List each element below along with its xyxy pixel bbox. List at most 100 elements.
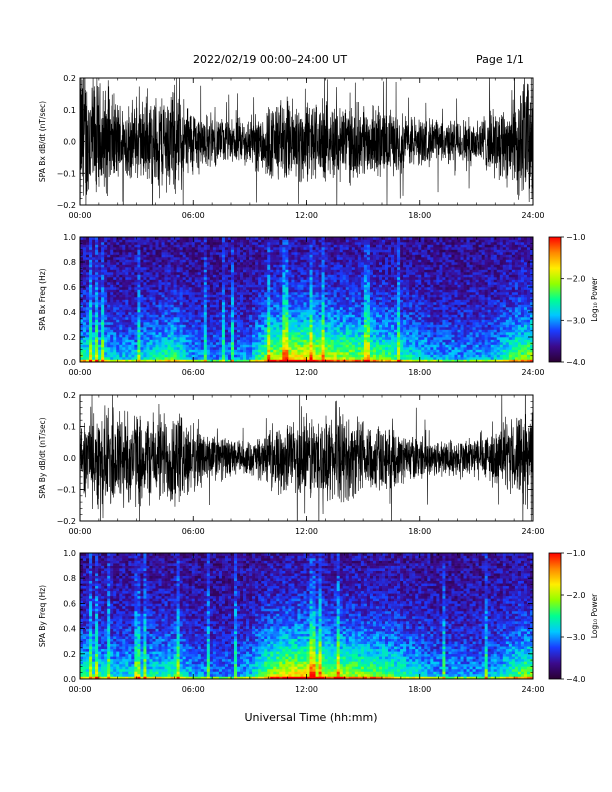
- spectrogram-cell: [369, 299, 374, 303]
- spectrogram-cell: [185, 284, 190, 288]
- spectrogram-cell: [194, 319, 199, 323]
- spectrogram-cell: [197, 257, 202, 260]
- spectrogram-cell: [306, 274, 310, 278]
- spectrogram-cell: [113, 302, 117, 305]
- spectrogram-cell: [297, 357, 301, 360]
- spectrogram-cell: [261, 304, 265, 308]
- spectrogram-cell: [116, 289, 120, 293]
- spectrogram-cell: [128, 327, 132, 330]
- spectrogram-cell: [261, 344, 265, 348]
- spectrogram-cell: [264, 239, 268, 243]
- spectrogram-cell: [369, 337, 374, 340]
- spectrogram-cell: [98, 247, 102, 250]
- spectrogram-cell: [309, 267, 313, 270]
- spectrogram-cell: [351, 334, 356, 338]
- spectrogram-cell: [110, 269, 114, 273]
- spectrogram-cell: [221, 317, 226, 320]
- spectrogram-cell: [131, 344, 135, 348]
- spectrogram-cell: [306, 272, 310, 275]
- spectrogram-cell: [324, 309, 328, 313]
- spectrogram-cell: [312, 267, 316, 270]
- spectrogram-cell: [297, 257, 301, 260]
- spectrogram-cell: [294, 317, 298, 320]
- spectrogram-cell: [237, 324, 241, 328]
- spectrogram-cell: [194, 329, 199, 333]
- spectrogram-cell: [128, 359, 132, 363]
- spectrogram-cell: [164, 287, 168, 290]
- spectrogram-cell: [137, 292, 141, 295]
- spectrogram-cell: [273, 302, 277, 305]
- spectrogram-cell: [95, 332, 99, 335]
- spectrogram-cell: [131, 319, 135, 323]
- spectrogram-cell: [360, 239, 365, 243]
- spectrogram-cell: [215, 322, 220, 325]
- spectrogram-cell: [273, 299, 277, 303]
- spectrogram-cell: [140, 294, 144, 298]
- spectrogram-cell: [164, 322, 168, 325]
- spectrogram-cell: [243, 289, 247, 293]
- spectrogram-cell: [261, 309, 265, 313]
- spectrogram-cell: [339, 294, 344, 298]
- spectrogram-cell: [342, 354, 347, 358]
- spectrogram-cell: [330, 359, 334, 363]
- spectrogram-cell: [366, 239, 371, 243]
- spectrogram-cell: [315, 319, 319, 323]
- spectrogram-cell: [134, 282, 138, 285]
- spectrogram-cell: [194, 242, 199, 245]
- spectrogram-cell: [240, 247, 244, 250]
- spectrogram-cell: [191, 327, 196, 330]
- spectrogram-cell: [336, 247, 341, 250]
- spectrogram-cell: [197, 282, 202, 285]
- spectrogram-cell: [309, 312, 313, 315]
- spectrogram-cell: [300, 277, 304, 280]
- spectrogram-cell: [309, 357, 313, 360]
- spectrogram-cell: [366, 259, 371, 263]
- spectrogram-cell: [366, 339, 371, 343]
- spectrogram-cell: [143, 324, 147, 328]
- spectrogram-cell: [351, 282, 356, 285]
- spectrogram-cell: [252, 277, 256, 280]
- spectrogram-cell: [345, 327, 350, 330]
- spectrogram-cell: [104, 294, 108, 298]
- spectrogram-cell: [158, 339, 162, 343]
- spectrogram-cell: [366, 322, 371, 325]
- spectrogram-cell: [282, 334, 286, 338]
- spectrogram-cell: [273, 292, 277, 295]
- spectrogram-cell: [113, 237, 117, 240]
- spectrogram-cell: [300, 274, 304, 278]
- spectrogram-cell: [131, 269, 135, 273]
- spectrogram-cell: [119, 237, 123, 240]
- spectrogram-cell: [330, 272, 334, 275]
- spectrogram-cell: [366, 349, 371, 353]
- spectrogram-cell: [194, 347, 199, 350]
- spectrogram-cell: [300, 257, 304, 260]
- spectrogram-cell: [294, 294, 298, 298]
- spectrogram-cell: [116, 292, 120, 295]
- spectrogram-cell: [104, 354, 108, 358]
- spectrogram-cell: [215, 319, 220, 323]
- spectrogram-cell: [360, 242, 365, 245]
- spectrogram-cell: [321, 342, 325, 345]
- spectrogram-cell: [227, 242, 232, 245]
- spectrogram-cell: [224, 282, 229, 285]
- spectrogram-cell: [221, 297, 226, 300]
- spectrogram-cell: [369, 272, 374, 275]
- spectrogram-cell: [155, 324, 159, 328]
- spectrogram-cell: [86, 352, 90, 355]
- spectrogram-cell: [152, 284, 156, 288]
- spectrogram-cell: [336, 252, 341, 255]
- spectrogram-cell: [231, 237, 235, 240]
- spectrogram-cell: [372, 352, 377, 355]
- spectrogram-cell: [321, 329, 325, 333]
- spectrogram-cell: [345, 349, 350, 353]
- spectrogram-cell: [249, 274, 253, 278]
- spectrogram-cell: [164, 342, 168, 345]
- spectrogram-cell: [267, 242, 271, 245]
- spectrogram-cell: [203, 342, 208, 345]
- spectrogram-cell: [86, 327, 90, 330]
- spectrogram-cell: [215, 277, 220, 280]
- spectrogram-cell: [258, 327, 262, 330]
- spectrogram-cell: [366, 302, 371, 305]
- spectrogram-cell: [249, 329, 253, 333]
- spectrogram-cell: [89, 347, 93, 350]
